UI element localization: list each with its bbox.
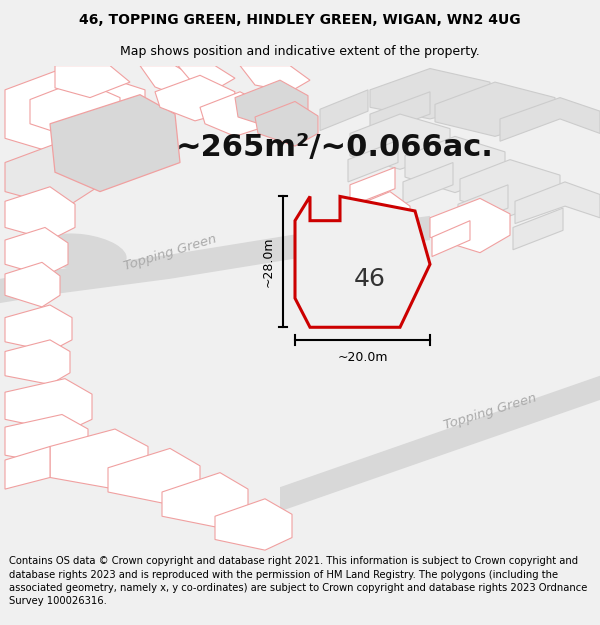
Polygon shape [5, 305, 72, 351]
Polygon shape [5, 262, 60, 307]
Polygon shape [513, 208, 563, 250]
Polygon shape [55, 66, 130, 98]
Polygon shape [5, 140, 95, 208]
Polygon shape [178, 66, 235, 90]
Polygon shape [200, 92, 270, 136]
Polygon shape [460, 159, 560, 216]
Polygon shape [255, 101, 318, 146]
Polygon shape [405, 136, 505, 192]
Polygon shape [350, 192, 410, 240]
Polygon shape [370, 69, 490, 119]
Polygon shape [162, 472, 248, 528]
Polygon shape [5, 340, 70, 384]
Polygon shape [430, 198, 510, 252]
Text: Contains OS data © Crown copyright and database right 2021. This information is : Contains OS data © Crown copyright and d… [9, 556, 587, 606]
Polygon shape [280, 376, 600, 511]
Text: ~28.0m: ~28.0m [262, 237, 275, 287]
Polygon shape [5, 66, 145, 158]
Polygon shape [5, 446, 50, 489]
Polygon shape [5, 228, 68, 276]
Polygon shape [458, 185, 508, 228]
Text: ~20.0m: ~20.0m [337, 351, 388, 364]
Polygon shape [0, 216, 430, 303]
Polygon shape [215, 499, 292, 550]
Polygon shape [140, 66, 200, 95]
Polygon shape [240, 66, 310, 92]
Text: Topping Green: Topping Green [122, 232, 218, 273]
Polygon shape [50, 429, 148, 489]
Polygon shape [515, 182, 600, 224]
Polygon shape [500, 98, 600, 141]
Polygon shape [5, 379, 92, 432]
Polygon shape [5, 414, 88, 466]
Polygon shape [30, 80, 120, 140]
Polygon shape [295, 196, 430, 328]
Text: Map shows position and indicative extent of the property.: Map shows position and indicative extent… [120, 44, 480, 58]
Polygon shape [348, 140, 398, 182]
Polygon shape [320, 90, 368, 131]
Text: Topping Green: Topping Green [442, 391, 538, 432]
Polygon shape [108, 448, 200, 504]
Polygon shape [50, 95, 180, 192]
Text: 46: 46 [354, 267, 386, 291]
Polygon shape [350, 114, 450, 169]
Polygon shape [435, 82, 555, 136]
Text: ~265m²/~0.066ac.: ~265m²/~0.066ac. [176, 134, 494, 162]
Polygon shape [350, 168, 395, 206]
Ellipse shape [37, 233, 127, 272]
Polygon shape [370, 92, 430, 136]
Polygon shape [155, 76, 235, 121]
Polygon shape [403, 162, 453, 204]
Polygon shape [235, 80, 308, 131]
Polygon shape [432, 221, 470, 256]
Polygon shape [5, 187, 75, 240]
Text: 46, TOPPING GREEN, HINDLEY GREEN, WIGAN, WN2 4UG: 46, TOPPING GREEN, HINDLEY GREEN, WIGAN,… [79, 13, 521, 27]
